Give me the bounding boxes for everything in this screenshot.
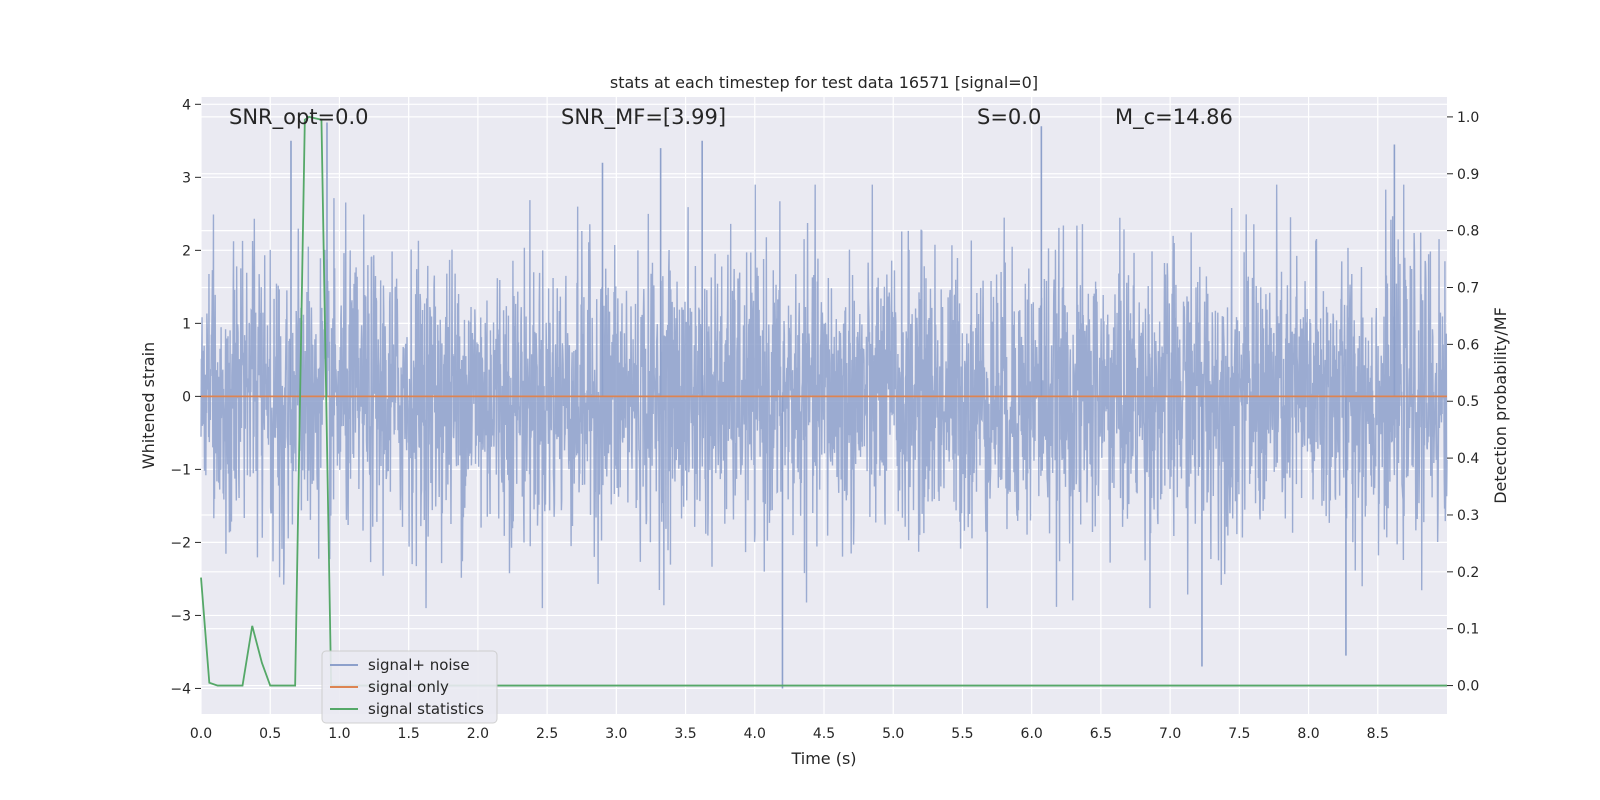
annotation-snr-opt: SNR_opt=0.0: [229, 105, 369, 130]
legend-box: [321, 650, 498, 724]
series-signal-noise-line: [200, 184, 1448, 609]
x-tick-label: 7.5: [1228, 726, 1250, 742]
tick-labels: 0.0 0.5 1.0 1.5 2.0 2.5 3.0 3.5 4.0 4.5 5.0 5.5 6.0 6…: [170, 97, 1479, 742]
y-tick-label: −4: [170, 681, 191, 697]
x-tick-label: 6.5: [1090, 726, 1112, 742]
x-tick-label: 5.5: [951, 726, 973, 742]
y-tick-label: 2: [182, 243, 191, 259]
y-tick-label: 3: [182, 170, 191, 186]
y2-tick-label: 0.1: [1457, 622, 1479, 638]
y-tick-label: 1: [182, 316, 191, 332]
legend: signal+ noise signal only signal statistic…: [321, 650, 498, 724]
legend-entry-label: signal only: [368, 678, 449, 696]
legend-entry-label: signal statistics: [368, 700, 484, 718]
x-tick-label: 1.5: [398, 726, 420, 742]
x-tick-label: 4.5: [813, 726, 835, 742]
y2-tick-label: 0.5: [1457, 394, 1479, 410]
x-tick-label: 0.0: [190, 726, 212, 742]
y-tick-label: 0: [182, 389, 191, 405]
y2-tick-label: 0.9: [1457, 167, 1479, 183]
x-tick-label: 6.0: [1021, 726, 1043, 742]
x-tick-label: 7.0: [1159, 726, 1181, 742]
x-tick-label: 1.0: [328, 726, 350, 742]
annotation-snr-mf: SNR_MF=[3.99]: [561, 105, 726, 130]
y2-tick-label: 0.0: [1457, 679, 1479, 695]
y-tick-label: −1: [170, 462, 191, 478]
legend-entry-label: signal+ noise: [368, 656, 470, 674]
line-series: [200, 115, 1447, 687]
x-tick-label: 2.0: [467, 726, 489, 742]
x-axis-label: Time (s): [790, 749, 856, 768]
x-tick-label: 8.5: [1367, 726, 1389, 742]
chart-title: stats at each timestep for test data 165…: [610, 73, 1038, 92]
y-tick-label: 4: [182, 97, 191, 113]
x-tick-label: 3.5: [674, 726, 696, 742]
x-tick-label: 3.0: [605, 726, 627, 742]
y2-tick-label: 0.8: [1457, 224, 1479, 240]
x-tick-label: 2.5: [536, 726, 558, 742]
series-signal-statistics-line: [200, 115, 1447, 687]
y2-tick-label: 0.2: [1457, 565, 1479, 581]
annotation-s-stat: S=0.0: [977, 105, 1041, 129]
y2-tick-label: 0.7: [1457, 281, 1479, 297]
annotation-chirp-mass: M_c=14.86: [1115, 105, 1233, 130]
y-tick-label: −2: [170, 535, 191, 551]
y-axis-label: Whitened strain: [139, 342, 158, 469]
x-tick-label: 4.0: [744, 726, 766, 742]
x-tick-label: 8.0: [1297, 726, 1319, 742]
y-tick-label: −3: [170, 608, 191, 624]
x-tick-label: 5.0: [882, 726, 904, 742]
y2-tick-label: 0.6: [1457, 337, 1479, 353]
annotations: SNR_opt=0.0 SNR_MF=[3.99] S=0.0 M_c=14.86: [229, 105, 1233, 130]
y2-tick-label: 0.4: [1457, 451, 1479, 467]
y2-axis-label: Detection probability/MF: [1491, 307, 1510, 504]
noise-series: [200, 122, 1448, 689]
y2-tick-label: 1.0: [1457, 110, 1479, 126]
x-tick-label: 0.5: [259, 726, 281, 742]
y2-tick-label: 0.3: [1457, 508, 1479, 524]
